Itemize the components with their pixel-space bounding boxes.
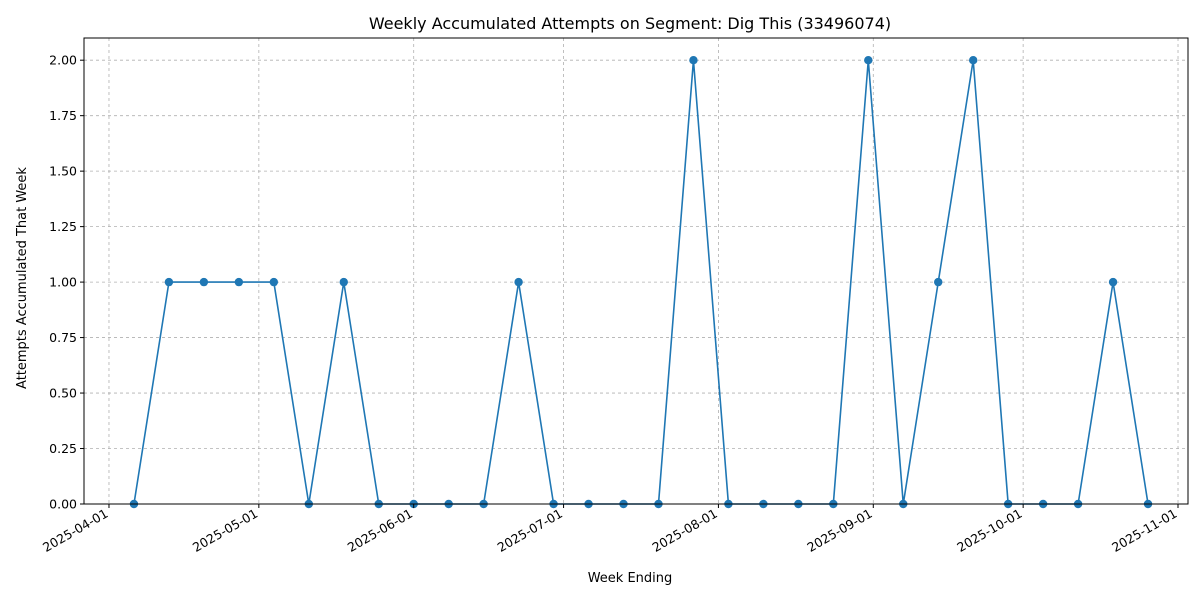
plot-frame <box>83 37 1189 505</box>
y-tick-label: 1.75 <box>49 108 77 123</box>
x-tick-label: 2025-04-01 <box>40 506 110 555</box>
data-point <box>934 277 943 287</box>
data-point <box>1108 277 1118 287</box>
y-tick-label: 0.00 <box>49 497 77 512</box>
data-point <box>339 277 348 287</box>
x-tick-label: 2025-07-01 <box>495 506 565 555</box>
data-point <box>164 277 174 287</box>
y-tick-label: 0.75 <box>49 330 77 345</box>
data-point <box>968 55 978 65</box>
x-tick-label: 2025-10-01 <box>954 506 1024 555</box>
data-point <box>864 55 873 65</box>
x-tick-label: 2025-06-01 <box>345 506 415 555</box>
series-line <box>133 59 1149 505</box>
y-tick-label: 1.50 <box>49 164 77 179</box>
x-tick-label: 2025-05-01 <box>190 506 260 555</box>
x-tick-label: 2025-11-01 <box>1109 506 1179 555</box>
data-point <box>689 55 698 65</box>
data-point <box>234 277 244 287</box>
y-axis-label: Attempts Accumulated That Week <box>15 167 30 389</box>
chart-title: Weekly Accumulated Attempts on Segment: … <box>369 14 891 33</box>
y-tick-label: 1.25 <box>49 219 77 234</box>
y-tick-label: 2.00 <box>49 53 77 68</box>
data-point <box>269 277 279 287</box>
x-axis-label: Week Ending <box>588 571 673 586</box>
grid-lines <box>84 38 1188 505</box>
x-tick-label: 2025-08-01 <box>650 506 720 555</box>
y-tick-label: 0.50 <box>49 386 77 401</box>
x-tick-label: 2025-09-01 <box>804 506 874 555</box>
y-tick-label: 1.00 <box>49 275 77 290</box>
y-tick-label: 0.25 <box>49 441 77 456</box>
data-point <box>514 277 523 287</box>
data-point <box>199 277 209 287</box>
